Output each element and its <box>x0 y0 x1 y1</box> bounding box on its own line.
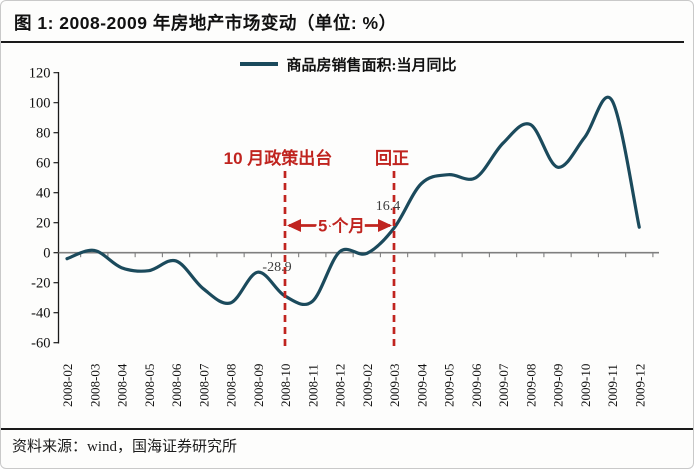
x-axis-label: 2008-07 <box>196 363 211 407</box>
y-tick-label: -60 <box>31 336 50 352</box>
y-tick-label: 40 <box>36 186 51 202</box>
source-note: 资料来源：wind，国海证券研究所 <box>12 439 238 455</box>
x-axis-label: 2009-06 <box>469 363 484 407</box>
series-line <box>65 95 641 306</box>
y-tick-label: 0 <box>43 246 50 262</box>
x-axis-label: 2009-02 <box>360 364 375 407</box>
legend-series-label: 商品房销售面积:当月同比 <box>286 57 457 74</box>
x-axis-label: 2009-08 <box>523 364 538 407</box>
figure-title: 图 1: 2008-2009 年房地产市场变动（单位: %） <box>14 13 397 33</box>
x-axis-label: 2009-10 <box>578 364 593 407</box>
policy-annotation-label: 10 月政策出台 <box>224 148 333 168</box>
footer-divider <box>1 428 693 430</box>
y-tick-label: 80 <box>36 126 51 142</box>
y-tick-label: -40 <box>31 306 50 322</box>
x-axis-label: 2008-08 <box>224 364 239 407</box>
x-axis-label: 2008-05 <box>142 364 157 407</box>
x-axis-label: 2009-12 <box>632 364 647 407</box>
x-axis-label: 2008-10 <box>278 364 293 407</box>
span-arrow-label: 5 个月 <box>318 217 365 236</box>
x-axis-label: 2008-03 <box>87 364 102 407</box>
x-axis-label: 2009-04 <box>414 363 429 407</box>
y-tick-label: 100 <box>29 96 51 112</box>
span-arrow-left-head <box>287 219 301 232</box>
x-axis-label: 2009-07 <box>496 363 511 407</box>
y-tick-label: 120 <box>29 66 51 82</box>
turn-positive-annotation-label: 回正 <box>375 149 409 168</box>
legend-line-swatch <box>239 62 278 66</box>
x-axis-label: 2008-12 <box>333 364 348 407</box>
y-tick-label: 60 <box>36 156 51 172</box>
point-label: 16.4 <box>376 199 401 214</box>
x-axis-label: 2009-03 <box>387 364 402 407</box>
x-axis-label: 2008-04 <box>115 363 130 407</box>
x-axis-label: 2008-09 <box>251 364 266 407</box>
span-arrow-right-head <box>378 219 392 232</box>
x-axis-label: 2009-11 <box>605 364 620 407</box>
x-axis-label: 2008-02 <box>60 364 75 407</box>
legend: 商品房销售面积:当月同比 <box>1 54 693 74</box>
x-axis-label: 2009-05 <box>442 364 457 407</box>
x-axis-label: 2008-06 <box>169 363 184 407</box>
x-axis-label: 2009-09 <box>551 364 566 407</box>
point-label: -28.9 <box>262 260 291 275</box>
y-tick-label: 20 <box>36 216 51 232</box>
title-divider <box>1 41 684 43</box>
x-axis-label: 2008-11 <box>305 364 320 407</box>
y-tick-label: -20 <box>31 276 50 292</box>
